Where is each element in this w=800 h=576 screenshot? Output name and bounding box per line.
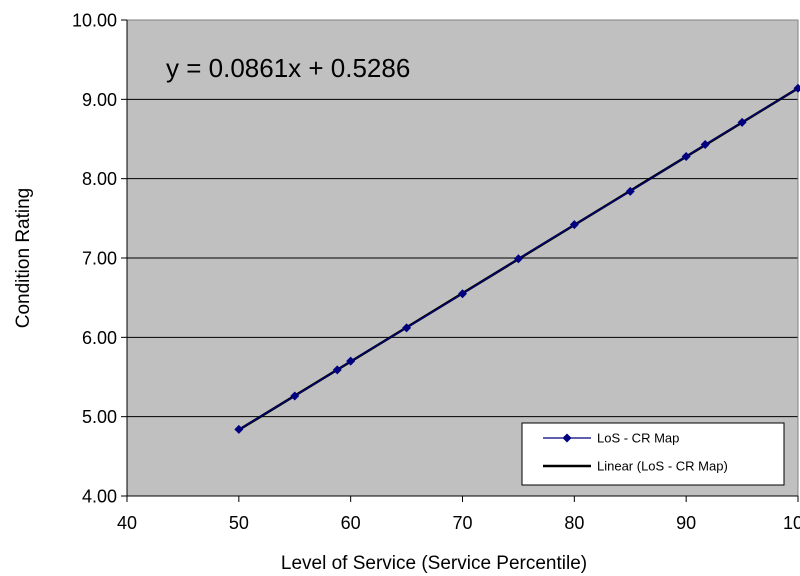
y-tick-label: 5.00 (82, 407, 117, 427)
trendline-equation: y = 0.0861x + 0.5286 (166, 53, 410, 83)
data-point (346, 356, 356, 366)
x-tick-label: 80 (564, 513, 584, 533)
data-point (458, 289, 467, 299)
data-point (569, 220, 579, 230)
x-tick-label: 70 (452, 513, 472, 533)
legend-series-label: LoS - CR Map (597, 431, 679, 446)
x-axis-title: Level of Service (Service Percentile) (281, 553, 587, 574)
y-tick-label: 8.00 (82, 169, 117, 189)
x-tick-label: 100 (783, 513, 800, 533)
series-layer (234, 83, 800, 434)
legend-trendline-label: Linear (LoS - CR Map) (597, 459, 728, 474)
y-tick-label: 4.00 (82, 487, 117, 507)
legend-box (521, 422, 785, 486)
data-point (737, 117, 747, 127)
tick-labels: 4.00 5.00 6.00 7.00 8.00 9.00 10.00 40 50 60 70 80 9… (72, 11, 800, 534)
x-tick-label: 50 (229, 513, 249, 533)
x-tick-label: 90 (676, 513, 696, 533)
x-tick-label: 40 (117, 513, 137, 533)
y-tick-label: 6.00 (82, 328, 117, 348)
data-point (681, 151, 691, 161)
data-point (332, 365, 342, 375)
data-point (700, 140, 710, 150)
axes (121, 19, 799, 502)
y-tick-label: 9.00 (82, 90, 117, 110)
y-tick-label: 10.00 (72, 11, 117, 31)
data-point (290, 391, 300, 401)
data-point (625, 186, 635, 196)
data-point (234, 424, 244, 434)
legend: LoS - CR Map Linear (LoS - CR Map) (521, 422, 785, 486)
data-point (793, 83, 800, 93)
data-point (402, 323, 412, 333)
y-tick-label: 7.00 (82, 249, 117, 269)
data-point (513, 254, 523, 264)
x-tick-label: 60 (341, 513, 361, 533)
legend-series-marker (562, 433, 572, 443)
y-axis-title: Condition Rating (13, 188, 34, 328)
